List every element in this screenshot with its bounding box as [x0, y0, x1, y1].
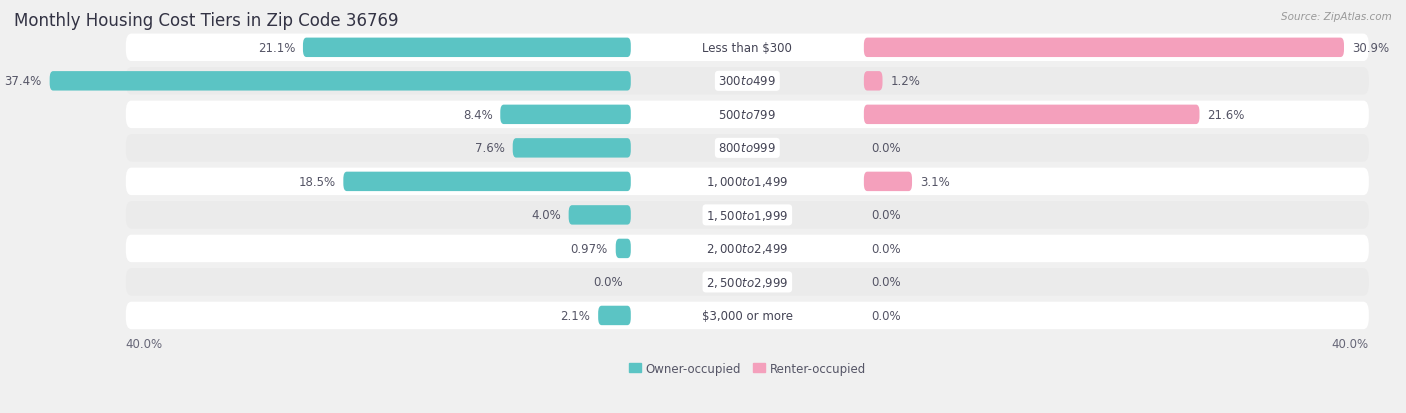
FancyBboxPatch shape — [863, 172, 912, 192]
FancyBboxPatch shape — [125, 135, 1369, 162]
Legend: Owner-occupied, Renter-occupied: Owner-occupied, Renter-occupied — [628, 362, 866, 375]
FancyBboxPatch shape — [125, 101, 1369, 129]
FancyBboxPatch shape — [49, 72, 631, 91]
Text: 3.1%: 3.1% — [920, 176, 949, 188]
Text: $2,000 to $2,499: $2,000 to $2,499 — [706, 242, 789, 256]
FancyBboxPatch shape — [598, 306, 631, 325]
FancyBboxPatch shape — [501, 105, 631, 125]
Text: 21.1%: 21.1% — [257, 42, 295, 55]
Text: 0.0%: 0.0% — [872, 309, 901, 322]
Text: $1,000 to $1,499: $1,000 to $1,499 — [706, 175, 789, 189]
Text: 0.0%: 0.0% — [872, 276, 901, 289]
Text: 40.0%: 40.0% — [1331, 337, 1369, 350]
FancyBboxPatch shape — [568, 206, 631, 225]
Text: Source: ZipAtlas.com: Source: ZipAtlas.com — [1281, 12, 1392, 22]
FancyBboxPatch shape — [125, 168, 1369, 196]
Text: $800 to $999: $800 to $999 — [718, 142, 776, 155]
FancyBboxPatch shape — [863, 105, 1199, 125]
Text: 37.4%: 37.4% — [4, 75, 42, 88]
Text: $3,000 or more: $3,000 or more — [702, 309, 793, 322]
FancyBboxPatch shape — [863, 38, 1344, 58]
Text: 2.1%: 2.1% — [561, 309, 591, 322]
Text: $1,500 to $1,999: $1,500 to $1,999 — [706, 209, 789, 222]
Text: $2,500 to $2,999: $2,500 to $2,999 — [706, 275, 789, 289]
FancyBboxPatch shape — [125, 268, 1369, 296]
Text: Monthly Housing Cost Tiers in Zip Code 36769: Monthly Housing Cost Tiers in Zip Code 3… — [14, 12, 398, 30]
FancyBboxPatch shape — [863, 72, 883, 91]
Text: 1.2%: 1.2% — [890, 75, 920, 88]
Text: $300 to $499: $300 to $499 — [718, 75, 776, 88]
Text: 8.4%: 8.4% — [463, 109, 492, 121]
FancyBboxPatch shape — [616, 239, 631, 259]
Text: 0.0%: 0.0% — [593, 276, 623, 289]
Text: 40.0%: 40.0% — [125, 337, 163, 350]
Text: 21.6%: 21.6% — [1208, 109, 1244, 121]
Text: 18.5%: 18.5% — [298, 176, 336, 188]
Text: 0.97%: 0.97% — [571, 242, 607, 255]
FancyBboxPatch shape — [125, 302, 1369, 330]
FancyBboxPatch shape — [125, 68, 1369, 95]
FancyBboxPatch shape — [125, 202, 1369, 229]
Text: $500 to $799: $500 to $799 — [718, 109, 776, 121]
Text: 30.9%: 30.9% — [1351, 42, 1389, 55]
FancyBboxPatch shape — [125, 235, 1369, 263]
Text: 7.6%: 7.6% — [475, 142, 505, 155]
Text: 0.0%: 0.0% — [872, 242, 901, 255]
FancyBboxPatch shape — [343, 172, 631, 192]
Text: 4.0%: 4.0% — [531, 209, 561, 222]
Text: Less than $300: Less than $300 — [703, 42, 792, 55]
Text: 0.0%: 0.0% — [872, 209, 901, 222]
FancyBboxPatch shape — [125, 35, 1369, 62]
Text: 0.0%: 0.0% — [872, 142, 901, 155]
FancyBboxPatch shape — [513, 139, 631, 158]
FancyBboxPatch shape — [302, 38, 631, 58]
